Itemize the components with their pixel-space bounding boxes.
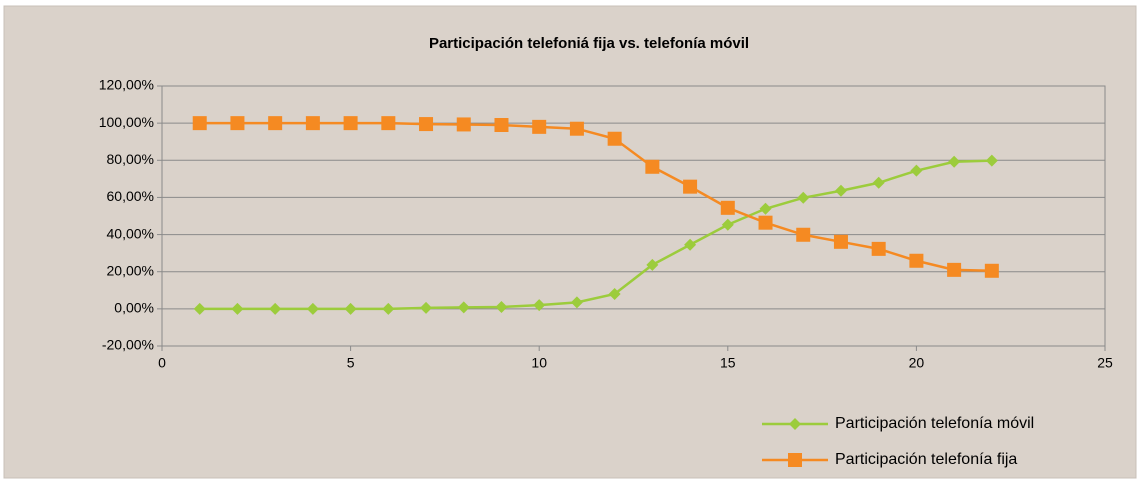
data-point	[268, 116, 283, 131]
data-point	[646, 258, 659, 271]
data-point	[420, 301, 433, 314]
data-point	[569, 121, 584, 136]
data-point	[720, 200, 735, 215]
data-point	[834, 184, 847, 197]
data-point	[494, 118, 509, 132]
data-point	[343, 116, 358, 131]
data-point	[947, 262, 962, 277]
legend-marker	[789, 418, 801, 430]
data-point	[645, 159, 660, 174]
y-tick-label: 120,00%	[99, 77, 154, 93]
x-tick-label: 10	[531, 355, 547, 371]
data-point	[721, 218, 734, 231]
plot-area	[161, 85, 1106, 347]
x-tick-label: 0	[158, 355, 166, 371]
data-point	[305, 116, 320, 131]
y-tick-label: -20,00%	[102, 337, 154, 353]
data-point	[759, 202, 772, 215]
y-tick-label: 100,00%	[99, 114, 154, 130]
data-point	[269, 302, 282, 315]
chart-title: Participación telefoniá fija vs. telefon…	[429, 35, 749, 52]
x-tick-label: 15	[720, 355, 736, 371]
y-tick-label: 0,00%	[114, 300, 154, 316]
legend-label: Participación telefonía fija	[835, 451, 1017, 468]
x-tick-label: 25	[1097, 355, 1113, 371]
data-point	[797, 191, 810, 204]
data-point	[910, 164, 923, 177]
y-tick-label: 80,00%	[107, 151, 154, 167]
data-point	[192, 116, 207, 131]
y-tick-label: 60,00%	[107, 188, 154, 204]
data-point	[872, 176, 885, 189]
data-point	[344, 302, 357, 315]
y-tick-label: 20,00%	[107, 262, 154, 278]
data-point	[758, 215, 773, 230]
data-point	[306, 302, 319, 315]
data-point	[419, 117, 434, 132]
data-point	[948, 155, 961, 168]
data-point	[985, 154, 998, 167]
data-point	[456, 117, 471, 132]
data-point	[796, 227, 811, 242]
series-line	[199, 159, 992, 311]
data-point	[909, 253, 924, 268]
data-point	[495, 301, 508, 313]
legend-label: Participación telefonía móvil	[835, 415, 1034, 432]
data-point	[683, 179, 698, 194]
data-point	[570, 296, 583, 309]
legend-marker	[788, 453, 802, 467]
data-point	[684, 238, 697, 251]
data-point	[231, 302, 244, 315]
data-point	[533, 299, 546, 312]
data-point	[532, 119, 547, 134]
data-point	[608, 288, 621, 300]
data-point	[230, 116, 245, 131]
data-point	[871, 241, 886, 256]
data-point	[382, 302, 395, 315]
series-line	[199, 121, 992, 273]
data-point	[607, 131, 622, 146]
data-point	[984, 263, 999, 278]
data-point	[381, 116, 396, 131]
data-point	[193, 302, 206, 315]
data-point	[457, 301, 470, 314]
x-tick-label: 5	[347, 355, 355, 371]
data-point	[833, 234, 848, 249]
x-tick-label: 20	[909, 355, 925, 371]
y-tick-label: 40,00%	[107, 225, 154, 241]
